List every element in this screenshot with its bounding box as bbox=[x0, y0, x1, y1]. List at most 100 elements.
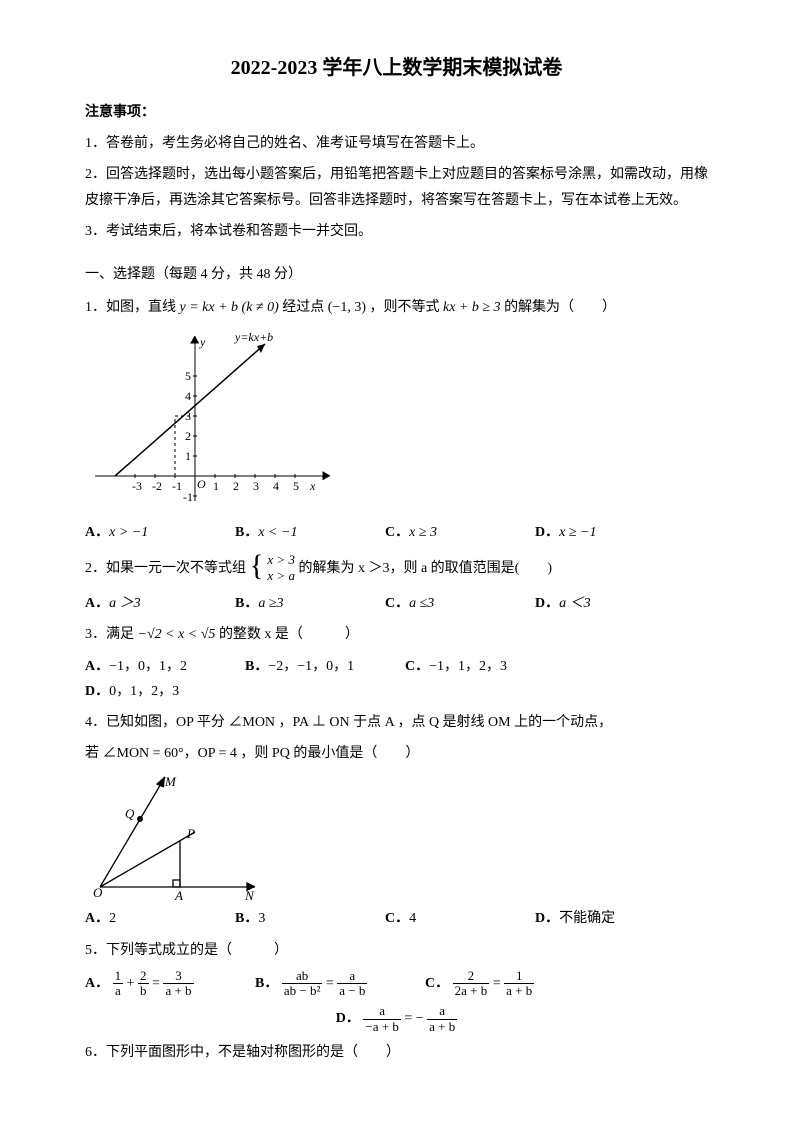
q3-text-a: 3．满足 bbox=[85, 627, 138, 642]
q3-options: A．−1，0，1，2 B．−2，−1，0，1 C．−1，1，2，3 D．0，1，… bbox=[85, 654, 708, 704]
yt-1: 1 bbox=[185, 449, 191, 463]
q1-text-d: 的解集为（ ） bbox=[504, 300, 616, 315]
q5a-d1: a bbox=[113, 984, 124, 998]
q5d-rn: a bbox=[427, 1004, 457, 1019]
q3-opt-d-val: 0，1，2，3 bbox=[109, 684, 179, 699]
q4-line1: 4．已知如图，OP 平分 ∠MON ，PA ⊥ ON 于点 A ，点 Q 是射线… bbox=[85, 710, 708, 735]
notice-head: 注意事项： bbox=[85, 100, 708, 125]
q4-diagram: O M N A P Q bbox=[85, 772, 708, 902]
line-label: y=kx+b bbox=[234, 330, 273, 344]
yt-5: 5 bbox=[185, 369, 191, 383]
xt-5: 5 bbox=[293, 479, 299, 493]
yt-3: 3 bbox=[185, 409, 191, 423]
notice-2: 2．回答选择题时，选出每小题答案后，用铅笔把答题卡上对应题目的答案标号涂黑，如需… bbox=[85, 162, 708, 212]
yt-2: 2 bbox=[185, 429, 191, 443]
q1-text-b: 经过点 bbox=[282, 300, 328, 315]
q4-opt-b-val: 3 bbox=[258, 911, 265, 926]
q3-opt-d: D．0，1，2，3 bbox=[85, 679, 245, 704]
q3-text-b: 的整数 x 是（ ） bbox=[219, 627, 359, 642]
q5d-ln: a bbox=[363, 1004, 400, 1019]
q5-stem: 5．下列等式成立的是（ ） bbox=[85, 938, 708, 963]
q1-text-a: 1．如图，直线 bbox=[85, 300, 180, 315]
q5a-d2: b bbox=[138, 984, 149, 998]
q5b-rn: a bbox=[337, 969, 367, 984]
q5a-rd: a + b bbox=[163, 984, 193, 998]
page-title: 2022-2023 学年八上数学期末模拟试卷 bbox=[85, 50, 708, 86]
lbl-P: P bbox=[186, 826, 195, 841]
q5d-rd: a + b bbox=[427, 1020, 457, 1034]
xt-n2: -2 bbox=[152, 479, 162, 493]
xt-4: 4 bbox=[273, 479, 279, 493]
q5a-n2: 2 bbox=[138, 969, 149, 984]
lbl-O: O bbox=[93, 885, 103, 900]
lbl-N: N bbox=[244, 888, 255, 902]
q1-opt-d: D．x ≥ −1 bbox=[535, 520, 685, 545]
q2-sys-bot: x > a bbox=[267, 568, 295, 583]
q1-eq1: y = kx + b (k ≠ 0) bbox=[180, 300, 279, 315]
q5a-n1: 1 bbox=[113, 969, 124, 984]
q3-stem: 3．满足 −√2 < x < √5 的整数 x 是（ ） bbox=[85, 622, 708, 647]
q6-stem: 6．下列平面图形中，不是轴对称图形的是（ ） bbox=[85, 1040, 708, 1065]
q1-opt-a-val: x > −1 bbox=[109, 525, 148, 540]
q2-stem: 2．如果一元一次不等式组 { x > 3 x > a 的解集为 x ＞3，则 a… bbox=[85, 552, 708, 586]
q1-opt-d-val: x ≥ −1 bbox=[559, 525, 596, 540]
q3-opt-c: C．−1，1，2，3 bbox=[405, 654, 565, 679]
yt-4: 4 bbox=[185, 389, 191, 403]
q2-opt-d-val: a ＜3 bbox=[559, 596, 591, 611]
lbl-Q: Q bbox=[125, 806, 135, 821]
q2-opt-a: A．a ＞3 bbox=[85, 591, 235, 616]
q5b-ld: ab − b² bbox=[282, 984, 323, 998]
section-1-head: 一、选择题（每题 4 分，共 48 分） bbox=[85, 262, 708, 287]
q2-opt-c: C．a ≤3 bbox=[385, 591, 535, 616]
q1-opt-b: B．x < −1 bbox=[235, 520, 385, 545]
q2-text-b: 的解集为 x ＞3，则 a 的取值范围是( ) bbox=[298, 561, 552, 576]
q2-opt-a-val: a ＞3 bbox=[109, 596, 141, 611]
q4-options: A．2 B．3 C．4 D．不能确定 bbox=[85, 906, 708, 931]
q1-stem: 1．如图，直线 y = kx + b (k ≠ 0) 经过点 (−1, 3) ，… bbox=[85, 295, 708, 320]
q4-opt-a: A．2 bbox=[85, 906, 235, 931]
q5c-rn: 1 bbox=[504, 969, 534, 984]
q5d-ld: −a + b bbox=[363, 1020, 400, 1034]
q1-eq3: kx + b ≥ 3 bbox=[443, 300, 501, 315]
q5a-rn: 3 bbox=[163, 969, 193, 984]
q3-ineq: −√2 < x < √5 bbox=[138, 627, 216, 642]
q5b-ln: ab bbox=[282, 969, 323, 984]
q2-options: A．a ＞3 B．a ≥3 C．a ≤3 D．a ＜3 bbox=[85, 591, 708, 616]
q2-opt-d: D．a ＜3 bbox=[535, 591, 685, 616]
q5-options: A． 1a + 2b = 3a + b B． abab − b² = aa − … bbox=[85, 969, 708, 999]
q5-opt-d: D． a−a + b = − aa + b bbox=[85, 1004, 708, 1034]
q5c-rd: a + b bbox=[504, 984, 534, 998]
q5c-ld: 2a + b bbox=[453, 984, 490, 998]
yt-n1: -1 bbox=[183, 490, 193, 504]
q3-opt-b: B．−2，−1，0，1 bbox=[245, 654, 405, 679]
q3-opt-b-val: −2，−1，0，1 bbox=[268, 659, 354, 674]
q2-sys-top: x > 3 bbox=[267, 552, 295, 567]
y-axis-label: y bbox=[199, 335, 206, 349]
q2-text-a: 2．如果一元一次不等式组 bbox=[85, 561, 250, 576]
q3-opt-c-val: −1，1，2，3 bbox=[429, 659, 507, 674]
xt-n3: -3 bbox=[132, 479, 142, 493]
q1-opt-b-val: x < −1 bbox=[258, 525, 297, 540]
q2-system: x > 3 x > a bbox=[267, 552, 295, 586]
q1-options: A．x > −1 B．x < −1 C．x ≥ 3 D．x ≥ −1 bbox=[85, 520, 708, 545]
q2-opt-c-val: a ≤3 bbox=[409, 596, 434, 611]
q4-opt-b: B．3 bbox=[235, 906, 385, 931]
q4-opt-c: C．4 bbox=[385, 906, 535, 931]
xt-2: 2 bbox=[233, 479, 239, 493]
q1-eq2: (−1, 3) bbox=[328, 300, 366, 315]
lbl-A: A bbox=[174, 888, 183, 902]
q4-opt-d: D．不能确定 bbox=[535, 906, 685, 931]
q4-opt-a-val: 2 bbox=[109, 911, 116, 926]
q3-opt-a: A．−1，0，1，2 bbox=[85, 654, 245, 679]
q2-opt-b: B．a ≥3 bbox=[235, 591, 385, 616]
q5-opt-b: B． abab − b² = aa − b bbox=[255, 969, 425, 999]
origin-label: O bbox=[197, 477, 206, 491]
lbl-M: M bbox=[164, 774, 177, 789]
q3-opt-a-val: −1，0，1，2 bbox=[109, 659, 187, 674]
q5-opt-a: A． 1a + 2b = 3a + b bbox=[85, 969, 255, 999]
q1-opt-c-val: x ≥ 3 bbox=[409, 525, 437, 540]
q1-graph: -3 -2 -1 1 2 3 4 5 -1 1 2 3 4 5 O x y y=… bbox=[85, 326, 708, 516]
q4-line2: 若 ∠MON = 60°，OP = 4 ，则 PQ 的最小值是（ ） bbox=[85, 741, 708, 766]
q5b-rd: a − b bbox=[337, 984, 367, 998]
brace-icon: { bbox=[250, 557, 264, 575]
